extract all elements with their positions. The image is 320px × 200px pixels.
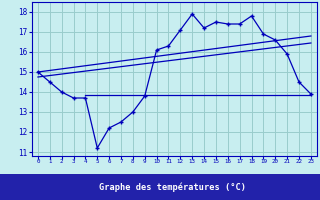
Text: Graphe des températures (°C): Graphe des températures (°C) — [99, 182, 246, 192]
